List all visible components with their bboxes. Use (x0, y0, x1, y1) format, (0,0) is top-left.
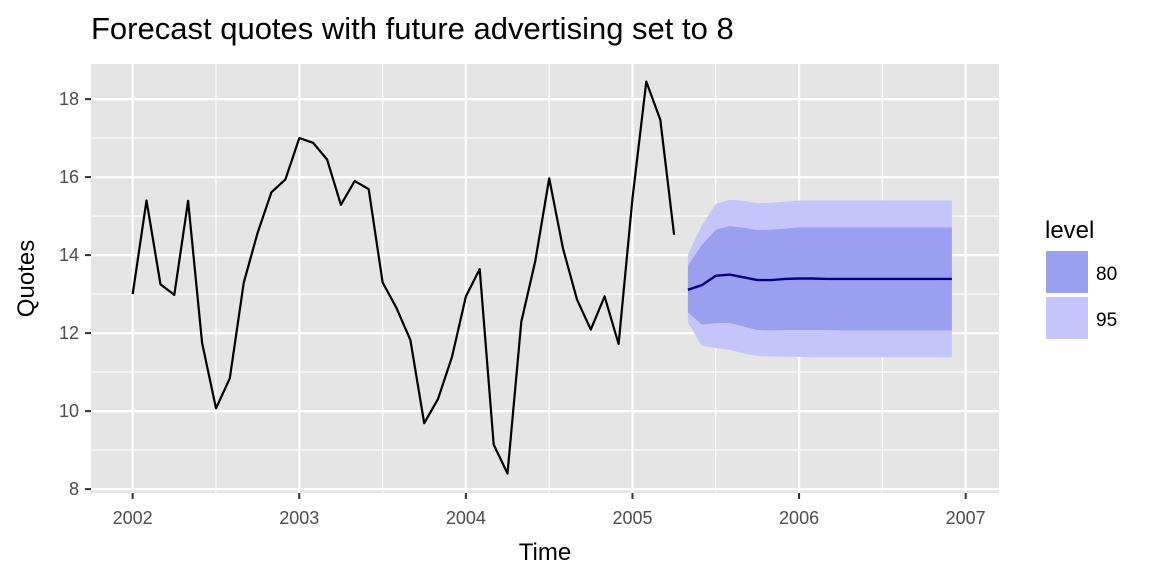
legend-swatch-80 (1046, 251, 1088, 293)
x-tick-label: 2006 (779, 508, 819, 528)
legend-items: 80 95 (1046, 251, 1117, 339)
chart-title: Forecast quotes with future advertising … (91, 11, 734, 46)
x-tick-label: 2002 (113, 508, 153, 528)
x-axis-title: Time (519, 539, 571, 566)
y-axis: 8 10 12 14 16 18 (59, 89, 91, 499)
x-axis: 2002 2003 2004 2005 2006 2007 (113, 493, 986, 528)
legend: level 80 95 (1045, 217, 1117, 339)
observed-series-line (131, 80, 676, 475)
y-axis-title: Quotes (13, 240, 40, 317)
y-tick-label: 16 (59, 167, 79, 187)
legend-swatch-95 (1046, 297, 1088, 339)
y-tick-label: 14 (59, 245, 79, 265)
x-tick-label: 2004 (446, 508, 486, 528)
y-tick-label: 8 (69, 479, 79, 499)
forecast-points (687, 274, 952, 290)
legend-label-80: 80 (1096, 264, 1117, 285)
y-tick-label: 10 (59, 401, 79, 421)
y-tick-label: 12 (59, 323, 79, 343)
legend-label-95: 95 (1096, 310, 1117, 331)
y-tick-label: 18 (59, 89, 79, 109)
x-tick-label: 2003 (279, 508, 319, 528)
x-tick-label: 2007 (946, 508, 986, 528)
forecast-series-line (687, 273, 952, 291)
x-tick-label: 2005 (612, 508, 652, 528)
legend-title: level (1045, 217, 1094, 244)
observed-points (132, 81, 675, 474)
